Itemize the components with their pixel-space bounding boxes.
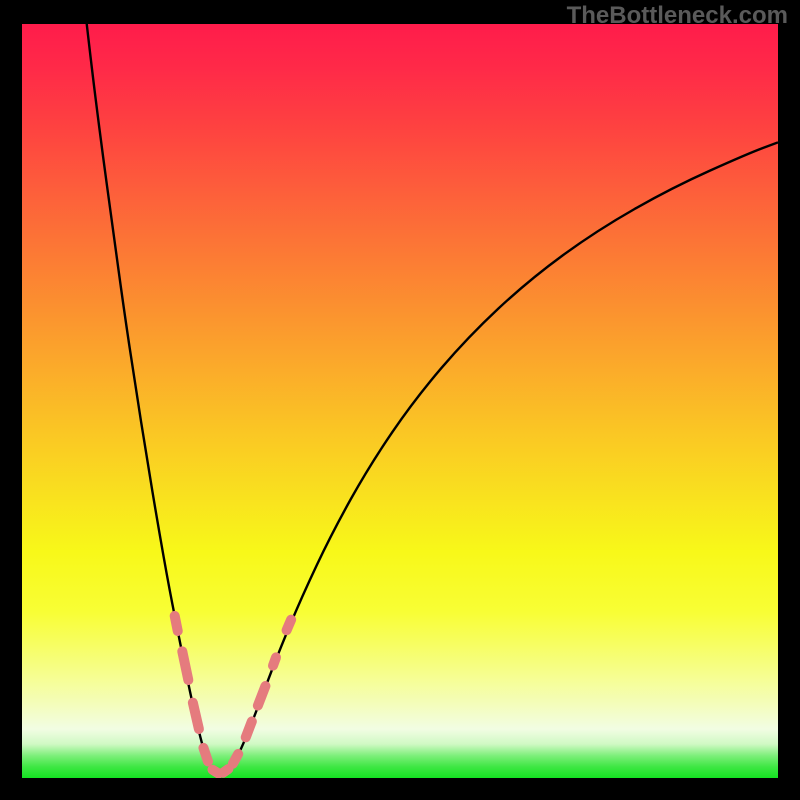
data-marker — [223, 769, 228, 773]
data-marker — [182, 651, 188, 680]
chart-frame: TheBottleneck.com — [0, 0, 800, 800]
data-marker — [233, 754, 238, 764]
data-marker — [258, 686, 266, 706]
data-marker — [203, 748, 208, 762]
data-marker — [273, 657, 276, 665]
watermark-text: TheBottleneck.com — [567, 2, 788, 30]
data-marker — [193, 703, 199, 729]
plot-svg — [22, 24, 778, 778]
data-marker — [175, 616, 178, 631]
data-marker — [246, 721, 252, 737]
plot-area — [22, 24, 778, 778]
gradient-background — [22, 24, 778, 778]
data-marker — [287, 620, 292, 631]
data-marker — [213, 770, 219, 774]
